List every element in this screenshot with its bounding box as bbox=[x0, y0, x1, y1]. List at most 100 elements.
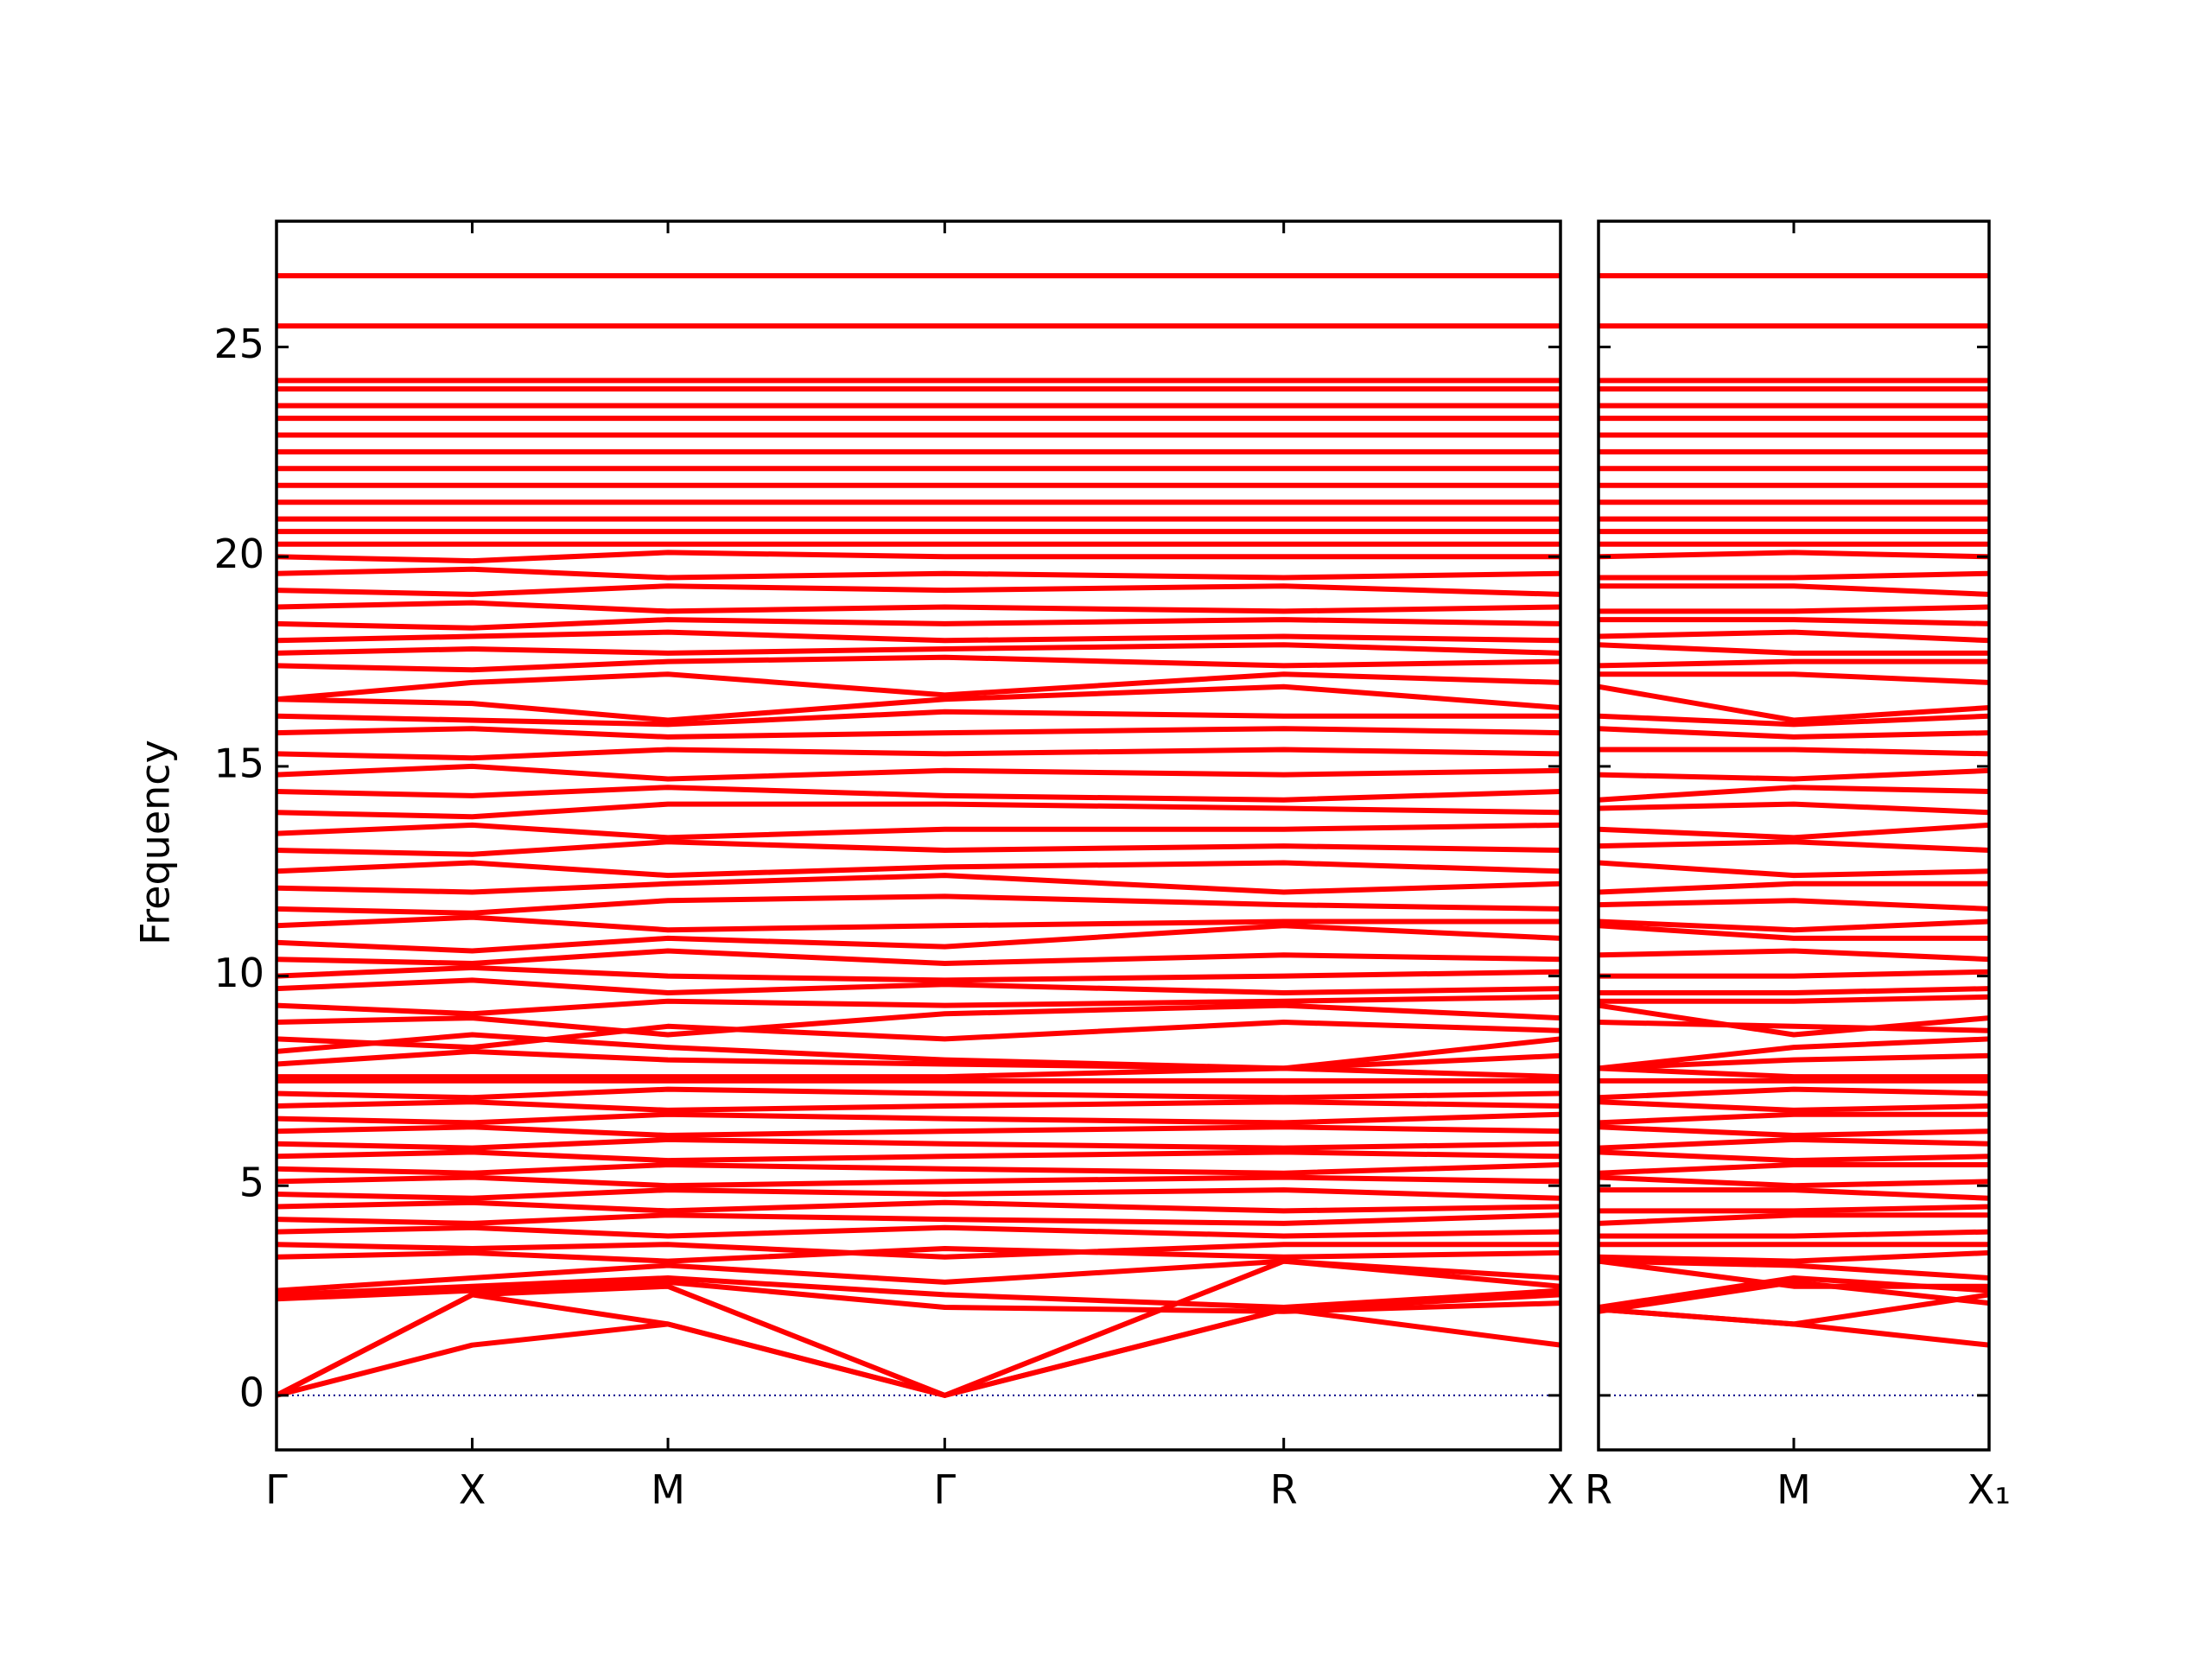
band-line bbox=[276, 1258, 1560, 1294]
x-tick-label: M bbox=[651, 1466, 685, 1513]
band-line bbox=[276, 763, 1560, 782]
band-line bbox=[1599, 923, 1989, 941]
band-line bbox=[1599, 1086, 1989, 1101]
band-line bbox=[276, 726, 1560, 740]
band-line bbox=[1599, 918, 1989, 933]
band-line bbox=[1599, 860, 1989, 879]
band-line bbox=[276, 923, 1560, 954]
band-line bbox=[276, 860, 1560, 879]
band-line bbox=[1599, 1136, 1989, 1151]
band-line bbox=[1599, 642, 1989, 656]
band-line bbox=[276, 1242, 1560, 1260]
band-line bbox=[276, 873, 1560, 895]
band-line bbox=[276, 1187, 1560, 1201]
band-line bbox=[276, 747, 1560, 761]
x-tick-label: Γ bbox=[934, 1466, 957, 1513]
band-line bbox=[276, 1224, 1560, 1239]
band-line bbox=[1599, 880, 1989, 895]
band-line bbox=[276, 1275, 1560, 1310]
band-line bbox=[1599, 822, 1989, 841]
band-line bbox=[1599, 604, 1989, 614]
band-line bbox=[1599, 583, 1989, 597]
y-tick-label: 0 bbox=[239, 1369, 264, 1415]
band-line bbox=[1599, 767, 1989, 782]
band-line bbox=[1599, 629, 1989, 644]
plot-frame bbox=[275, 219, 1562, 1452]
band-line bbox=[276, 1246, 1560, 1264]
band-line bbox=[1599, 1149, 1989, 1164]
band-line bbox=[276, 1086, 1560, 1101]
band-line bbox=[276, 948, 1560, 966]
band-line bbox=[1599, 1187, 1989, 1201]
band-line bbox=[276, 1279, 1560, 1314]
band-line bbox=[1599, 839, 1989, 853]
band-line bbox=[276, 1065, 1560, 1080]
y-tick-label: 10 bbox=[213, 950, 264, 996]
band-line bbox=[1599, 986, 1989, 995]
band-line bbox=[276, 1048, 1560, 1071]
band-line bbox=[1599, 1292, 1989, 1327]
band-line bbox=[276, 1002, 1560, 1038]
bands bbox=[1599, 273, 1989, 1348]
band-line bbox=[1599, 1065, 1989, 1080]
band-line bbox=[1599, 994, 1989, 1004]
x-tick-label: Γ bbox=[265, 1466, 288, 1513]
band-line bbox=[1599, 1099, 1989, 1113]
band-line bbox=[1599, 1204, 1989, 1214]
band-line bbox=[276, 654, 1560, 673]
band-line bbox=[1599, 1124, 1989, 1138]
band-line bbox=[1599, 801, 1989, 816]
band-line bbox=[276, 785, 1560, 803]
x-tick-label: M bbox=[1777, 1466, 1811, 1513]
band-line bbox=[1599, 948, 1989, 963]
band-line bbox=[276, 977, 1560, 995]
band-line bbox=[1599, 550, 1989, 560]
band-line bbox=[1599, 1258, 1989, 1281]
band-line bbox=[1599, 1020, 1989, 1033]
band-line bbox=[276, 617, 1560, 631]
band-line bbox=[1599, 747, 1989, 757]
band-line bbox=[1599, 1002, 1989, 1038]
band-line bbox=[1599, 785, 1989, 803]
band-line bbox=[1599, 1162, 1989, 1176]
band-line bbox=[1599, 1275, 1989, 1310]
band-line bbox=[1599, 1036, 1989, 1071]
band-line bbox=[1599, 683, 1989, 723]
band-line bbox=[276, 1032, 1560, 1071]
band-line bbox=[276, 1162, 1560, 1176]
x-tick-label: X₁ bbox=[1967, 1466, 2011, 1513]
band-line bbox=[1599, 570, 1989, 581]
x-tick-label: X bbox=[459, 1466, 486, 1513]
x-tick-label: R bbox=[1585, 1466, 1612, 1513]
band-line bbox=[276, 550, 1560, 564]
x-tick-label: R bbox=[1270, 1466, 1298, 1513]
band-line bbox=[1599, 658, 1989, 669]
x-tick-label: X bbox=[1547, 1466, 1574, 1513]
band-line bbox=[276, 671, 1560, 702]
band-line bbox=[276, 1136, 1560, 1151]
band-line bbox=[276, 801, 1560, 820]
band-line bbox=[276, 1149, 1560, 1164]
band-line bbox=[1599, 617, 1989, 626]
band-line bbox=[276, 1124, 1560, 1138]
band-line bbox=[276, 1174, 1560, 1189]
band-line bbox=[1599, 1229, 1989, 1239]
band-line bbox=[276, 600, 1560, 614]
band-line bbox=[276, 822, 1560, 841]
band-line bbox=[1599, 898, 1989, 912]
band-line bbox=[1599, 1052, 1989, 1071]
y-axis-label: Frequency bbox=[132, 740, 179, 945]
bands bbox=[276, 273, 1560, 1398]
band-line bbox=[276, 1199, 1560, 1214]
band-line bbox=[276, 893, 1560, 916]
band-line bbox=[1599, 1212, 1989, 1226]
y-tick-label: 15 bbox=[213, 740, 264, 786]
y-tick-label: 5 bbox=[239, 1160, 264, 1206]
band-line bbox=[276, 583, 1560, 597]
band-line bbox=[276, 642, 1560, 656]
band-line bbox=[276, 994, 1560, 1017]
band-line bbox=[1599, 1174, 1989, 1189]
band-line bbox=[276, 964, 1560, 983]
band-line bbox=[1599, 713, 1989, 728]
